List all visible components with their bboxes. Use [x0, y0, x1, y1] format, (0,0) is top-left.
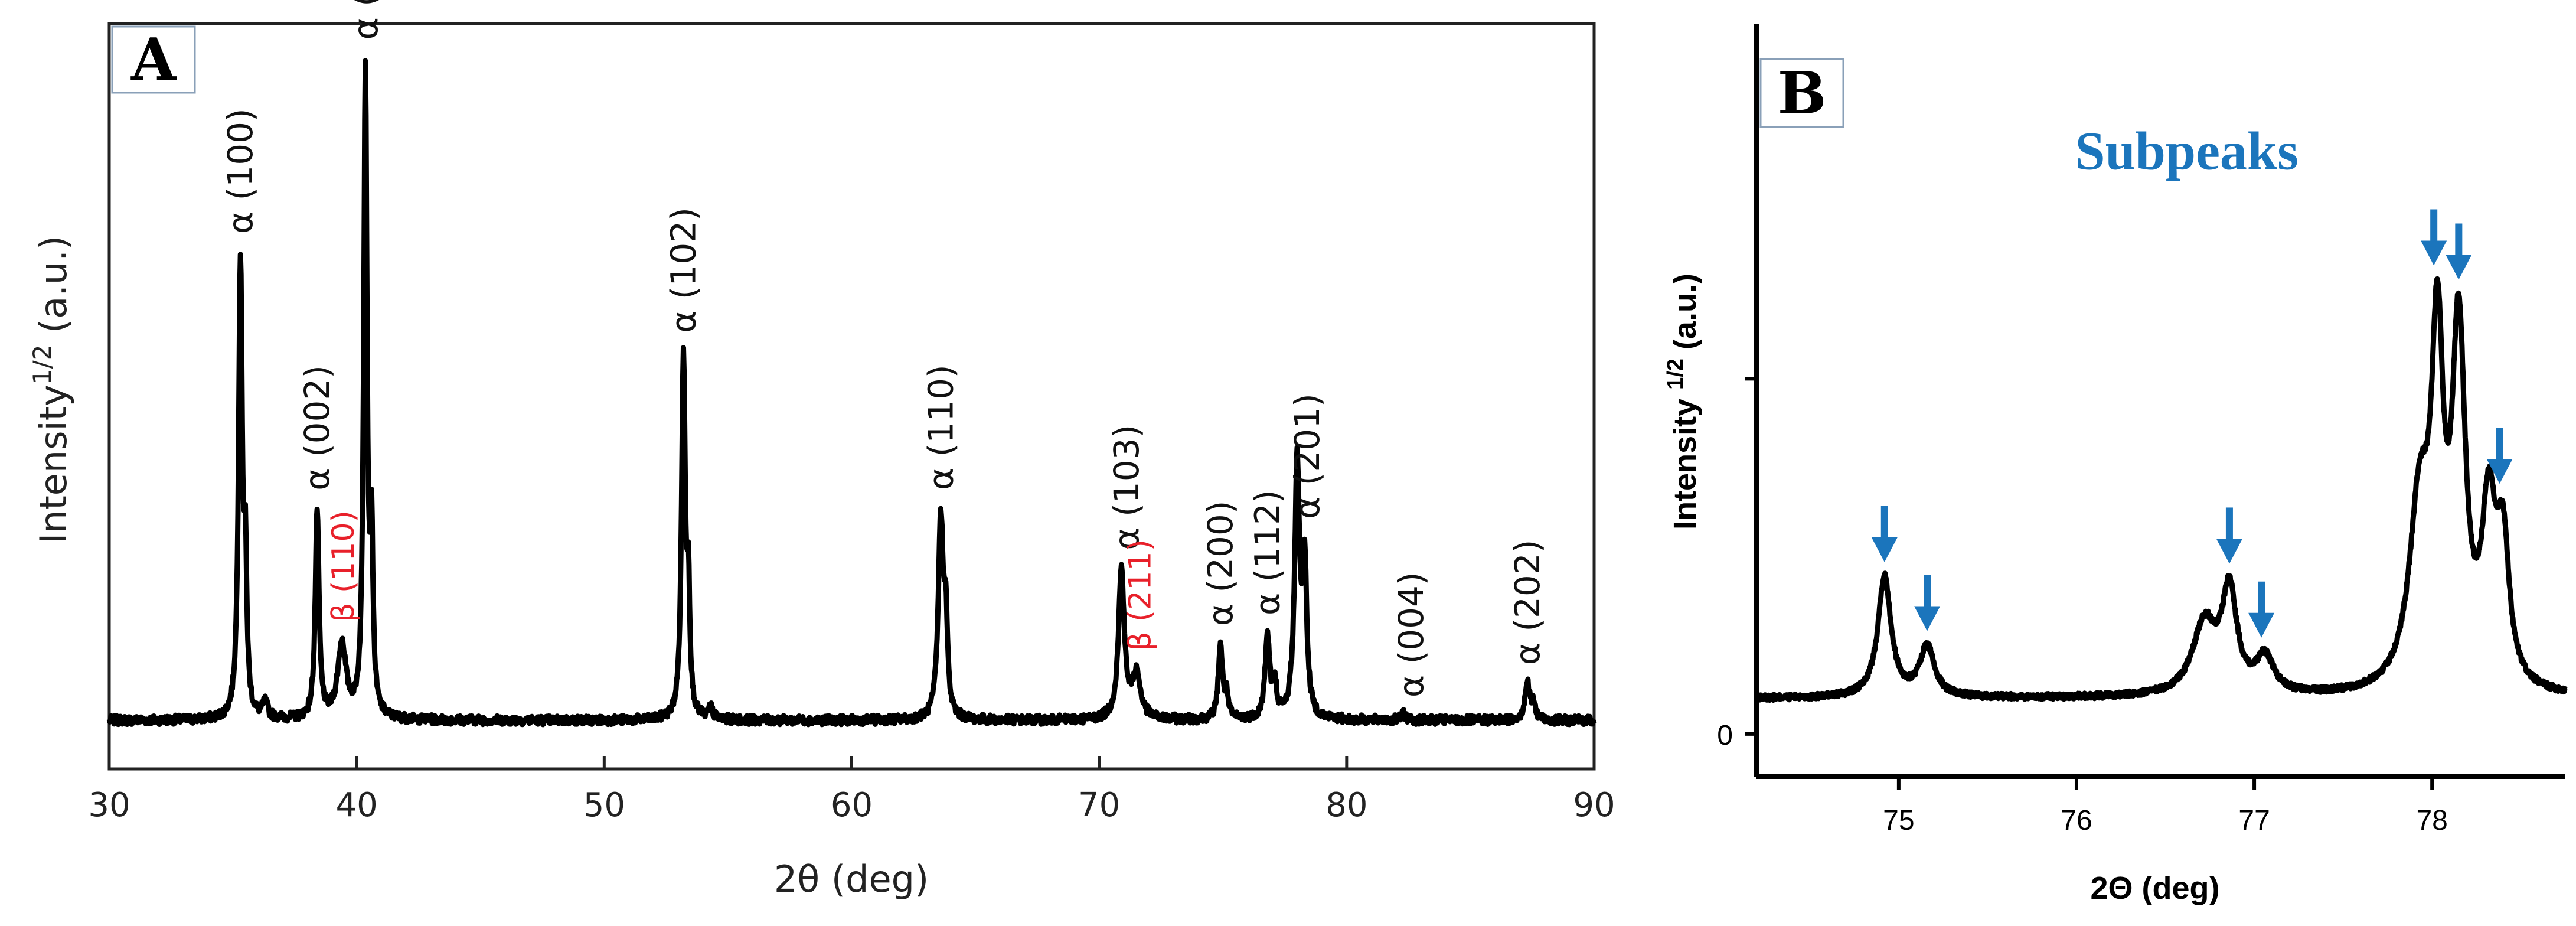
panel-a-y-axis-label: Intensity1/2 (a.u.): [28, 236, 75, 544]
panel-a-alpha-peak-label: α (102): [664, 207, 704, 333]
panel-a-beta-peak-label: β (211): [1123, 539, 1158, 651]
panel-a-x-tick-label: 70: [1078, 786, 1120, 824]
panel-a-x-tick-label: 90: [1573, 786, 1615, 824]
panel-b: 75 76 77 78 0 Subpeaks 2Θ (deg) Intensity 1…: [1663, 24, 2568, 906]
subpeak-arrow: [2216, 507, 2242, 564]
panel-b-subpeaks-annotation: Subpeaks: [2075, 121, 2298, 181]
panel-a-alpha-peak-label: α (100): [220, 108, 260, 234]
panel-a-alpha-peak-label: α (112): [1248, 490, 1288, 615]
panel-a-alpha-peak-label: α (103): [1106, 425, 1147, 550]
panel-a-beta-peak-label: β (110): [326, 510, 361, 622]
panel-a-x-tick-label: 40: [336, 786, 378, 824]
panel-b-x-tick-label: 75: [1883, 805, 1914, 836]
panel-b-tag: B: [1778, 60, 1827, 128]
panel-a-alpha-peak-label: α (004): [1391, 572, 1431, 697]
subpeak-arrow: [2486, 428, 2513, 484]
panel-a-alpha-peak-label: α (200): [1200, 501, 1240, 627]
panel-a-tag-box: [111, 25, 196, 94]
panel-b-tag-box: [1759, 58, 1844, 128]
panel-a-x-axis-label: 2θ (deg): [774, 857, 929, 901]
subpeak-arrow: [2421, 209, 2447, 266]
panel-a-x-tick-label: 30: [88, 786, 130, 824]
panel-a-tag: A: [130, 26, 177, 94]
panel-a-alpha-peak-label: α (101): [345, 0, 386, 40]
panel-a-alpha-peak-label: α (110): [920, 364, 961, 490]
panel-b-y-tick-label: 0: [1717, 720, 1733, 751]
panel-a-x-ticks: 30 40 50 60 70 80 90: [88, 756, 1615, 824]
subpeak-arrow: [1871, 506, 1898, 562]
panel-b-y-axis-label: Intensity 1/2 (a.u.): [1663, 273, 1703, 530]
panel-b-x-tick-label: 77: [2238, 805, 2270, 836]
panel-b-x-axis-label: 2Θ (deg): [2090, 870, 2219, 906]
panel-a-alpha-peak-label: α (201): [1287, 393, 1327, 519]
panel-b-x-tick-label: 78: [2416, 805, 2447, 836]
panel-b-x-tick-label: 76: [2061, 805, 2092, 836]
panel-a-x-tick-label: 60: [831, 786, 873, 824]
panel-a: 30 40 50 60 70 80 90 α (100)α (002)β (110)α (1…: [28, 0, 1615, 901]
panel-a-peak-labels: α (100) α (002) β (110) α (101) α (102) α (11…: [220, 0, 1547, 697]
panel-b-subpeak-arrows: [1871, 209, 2513, 638]
panel-a-alpha-peak-label: α (202): [1507, 540, 1547, 666]
subpeak-arrow: [1914, 575, 1941, 631]
panel-a-x-tick-label: 80: [1325, 786, 1367, 824]
panel-a-x-tick-label: 50: [583, 786, 625, 824]
subpeak-arrow: [2446, 223, 2472, 280]
panel-b-diffraction-trace: [1754, 276, 2568, 703]
panel-a-diffraction-trace: [106, 58, 1597, 728]
panel-b-y-ticks: 0: [1717, 377, 1756, 751]
panel-b-x-ticks: 75 76 77 78: [1883, 777, 2448, 836]
panel-a-alpha-peak-label: α (002): [297, 365, 337, 491]
subpeak-arrow: [2248, 581, 2275, 638]
